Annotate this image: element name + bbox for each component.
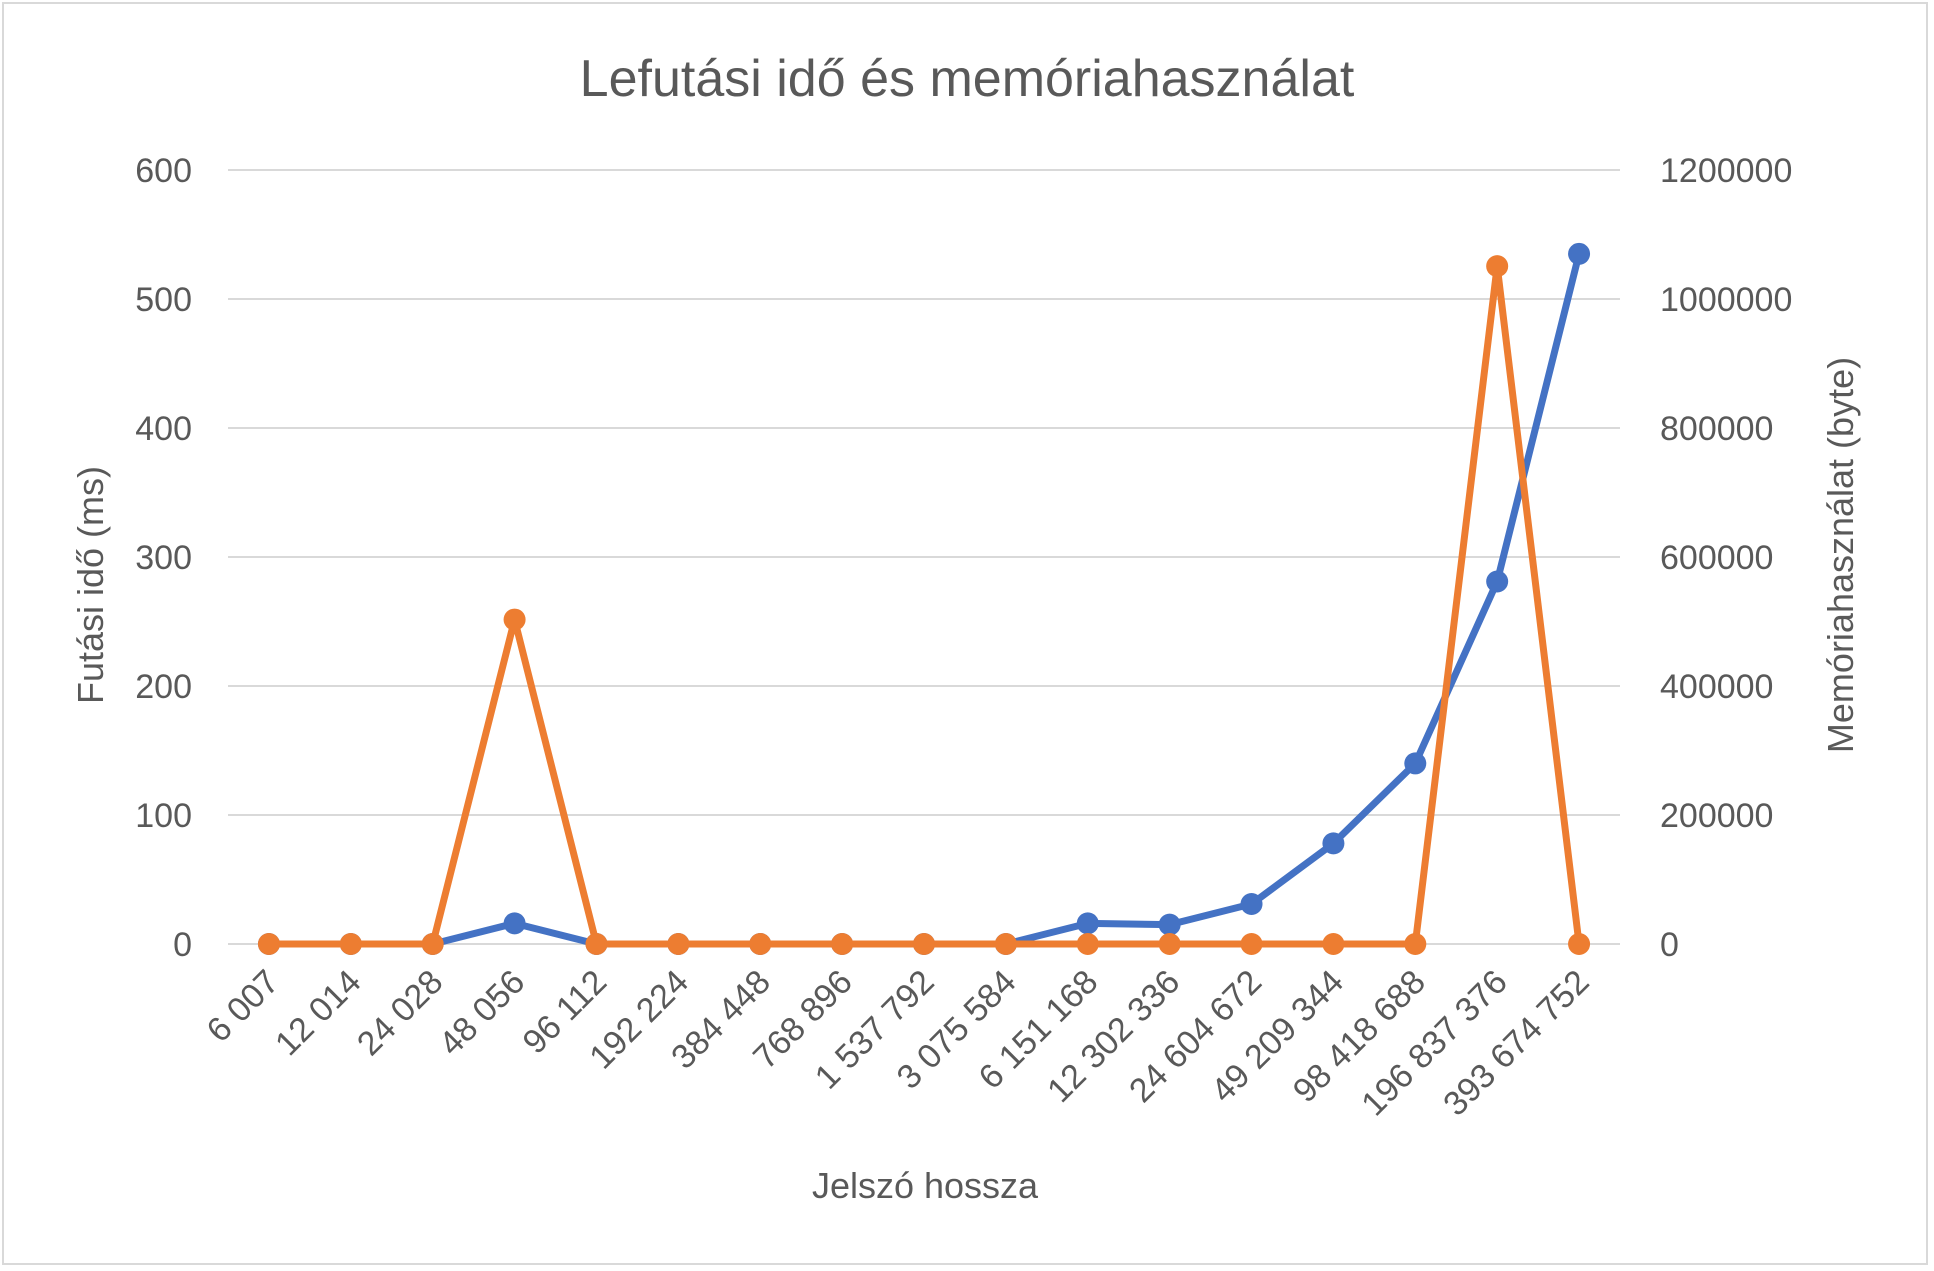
data-point-series-2: [831, 933, 854, 955]
data-point-series-1: [1240, 893, 1263, 916]
y-axis-left-ticks: 0 100 200 300 400 500 600: [135, 152, 192, 964]
y-tick-label: 500: [135, 281, 192, 319]
data-point-series-2: [1486, 255, 1509, 278]
data-point-series-2: [1568, 933, 1591, 955]
data-point-series-2: [421, 933, 444, 955]
data-point-series-2: [1158, 933, 1181, 955]
data-point-series-1: [1404, 752, 1427, 775]
data-point-series-2: [503, 608, 526, 631]
y-tick-label: 100: [135, 797, 192, 835]
data-point-series-1: [503, 912, 526, 935]
y2-tick-label: 600000: [1660, 539, 1773, 577]
data-point-series-2: [1404, 933, 1427, 955]
y-tick-label: 300: [135, 539, 192, 577]
data-point-series-2: [667, 933, 690, 955]
y2-tick-label: 1200000: [1660, 152, 1792, 190]
data-point-series-2: [1322, 933, 1345, 955]
data-point-series-2: [749, 933, 772, 955]
data-point-series-2: [1076, 933, 1099, 955]
y-axis-right-ticks: 0 200000 400000 600000 800000 1000000 1200000: [1660, 152, 1792, 964]
x-tick-label: 12 014: [268, 963, 368, 1063]
y2-tick-label: 800000: [1660, 410, 1773, 448]
data-point-series-2: [257, 933, 280, 955]
data-point-series-2: [913, 933, 935, 955]
y-tick-label: 400: [135, 410, 192, 448]
y-axis-right-title: Memóriahasználat (byte): [1820, 357, 1861, 753]
series-line-2: [265, 262, 1583, 948]
data-point-series-1: [1158, 913, 1181, 936]
data-point-series-1: [1568, 242, 1591, 265]
x-axis-title: Jelszó hossza: [812, 1165, 1039, 1206]
series-line-1: [265, 250, 1583, 948]
data-point-series-1: [1322, 832, 1345, 855]
x-tick-label: 48 056: [432, 963, 532, 1063]
data-point-series-1: [1076, 912, 1099, 935]
y2-tick-label: 200000: [1660, 797, 1773, 835]
y2-tick-label: 400000: [1660, 668, 1773, 706]
chart-title: Lefutási idő és memóriahasználat: [580, 50, 1355, 108]
y-tick-label: 0: [173, 926, 192, 964]
data-point-series-1: [1486, 570, 1509, 593]
y-tick-label: 200: [135, 668, 192, 706]
y2-tick-label: 0: [1660, 926, 1679, 964]
data-point-series-2: [585, 933, 608, 955]
data-point-series-2: [339, 933, 362, 955]
y-axis-left-title: Futási idő (ms): [70, 466, 111, 704]
x-tick-label: 24 028: [350, 963, 450, 1063]
y-tick-label: 600: [135, 152, 192, 190]
data-point-series-2: [994, 933, 1017, 955]
gridlines: [228, 169, 1620, 945]
y2-tick-label: 1000000: [1660, 281, 1792, 319]
data-point-series-2: [1240, 933, 1263, 955]
series-group: [257, 242, 1591, 955]
